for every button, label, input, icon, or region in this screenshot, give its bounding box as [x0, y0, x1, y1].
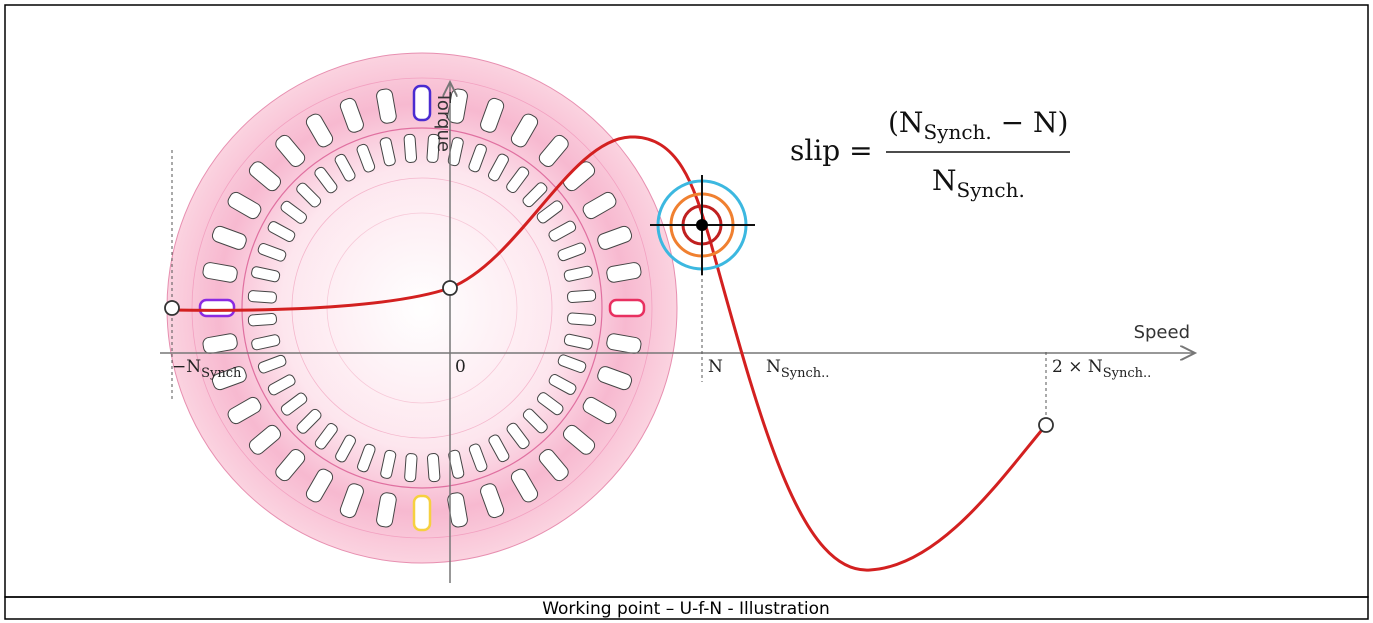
slot — [562, 424, 596, 455]
slot — [412, 494, 432, 532]
slot — [448, 449, 465, 479]
slot — [488, 153, 509, 182]
curve-points — [164, 280, 1054, 433]
slot — [536, 200, 564, 224]
slot — [296, 408, 322, 434]
formula-lhs: slip = — [790, 134, 873, 167]
x-label: −NSynch — [172, 357, 242, 381]
slot — [538, 134, 569, 168]
slot — [597, 225, 633, 250]
slot — [339, 483, 364, 519]
slot — [275, 448, 306, 482]
slot — [335, 434, 356, 463]
slip-formula: slip = (NSynch. − N) NSynch. — [790, 106, 1070, 202]
y-axis-label: Torque — [433, 91, 454, 152]
slot — [404, 453, 418, 483]
slot — [251, 334, 281, 351]
slot — [426, 133, 440, 163]
slot — [582, 396, 617, 425]
slot — [280, 392, 308, 416]
slot — [548, 220, 577, 242]
slot — [227, 396, 262, 425]
slot — [202, 262, 238, 283]
formula-numerator: (NSynch. − N) — [888, 106, 1068, 144]
x-label: 0 — [455, 357, 466, 377]
slot — [314, 422, 338, 450]
slot — [480, 97, 505, 133]
slot — [296, 182, 322, 208]
slot — [567, 289, 597, 304]
slot — [334, 153, 356, 182]
slot — [468, 443, 488, 473]
slot — [412, 84, 432, 122]
slot — [275, 134, 306, 168]
slot — [376, 88, 397, 124]
slot — [522, 182, 548, 208]
slot — [567, 312, 597, 326]
slot — [356, 143, 376, 173]
slot — [305, 468, 334, 503]
slot — [280, 200, 308, 224]
slot — [380, 449, 397, 479]
slot — [198, 298, 236, 318]
slot — [557, 242, 587, 262]
slot — [506, 166, 530, 194]
slot — [357, 443, 376, 473]
slot — [339, 97, 364, 133]
slot — [314, 166, 338, 194]
slot — [211, 366, 247, 391]
slot — [548, 374, 577, 395]
slot — [563, 265, 593, 282]
slot — [305, 113, 334, 148]
working-point — [650, 175, 755, 275]
slot — [257, 243, 287, 262]
slot — [597, 366, 633, 391]
slot — [251, 266, 281, 283]
slot — [248, 161, 282, 192]
slot — [557, 354, 587, 373]
slot — [480, 483, 505, 519]
slot — [606, 262, 642, 283]
slot — [606, 333, 642, 354]
slot — [247, 290, 277, 304]
slot — [488, 434, 510, 463]
x-label: NSynch.. — [766, 357, 829, 381]
slot — [426, 453, 441, 483]
slot — [267, 221, 296, 242]
slot — [202, 333, 238, 354]
slot — [582, 191, 617, 220]
caption-cell — [4, 596, 1369, 620]
caption: Working point – U-f-N - Illustration — [542, 599, 830, 619]
x-label: 2 × NSynch.. — [1052, 357, 1151, 381]
slot — [468, 143, 487, 173]
slot — [506, 422, 530, 450]
slot — [247, 312, 277, 327]
slot — [563, 333, 593, 350]
slot — [510, 113, 539, 148]
x-axis-label: Speed — [1134, 322, 1190, 343]
slot — [211, 225, 247, 250]
formula-denominator: NSynch. — [932, 164, 1025, 202]
slot — [257, 354, 287, 374]
slot — [403, 133, 418, 163]
motor-cross-section — [166, 52, 678, 564]
slot — [267, 374, 296, 396]
x-label: N — [708, 357, 723, 377]
slot — [376, 492, 397, 528]
slot — [536, 392, 564, 416]
slot — [608, 298, 646, 318]
slot — [522, 408, 548, 434]
slot — [538, 448, 569, 482]
slot — [379, 137, 396, 167]
slot — [510, 468, 539, 503]
slot — [227, 191, 262, 220]
slot — [248, 424, 282, 455]
